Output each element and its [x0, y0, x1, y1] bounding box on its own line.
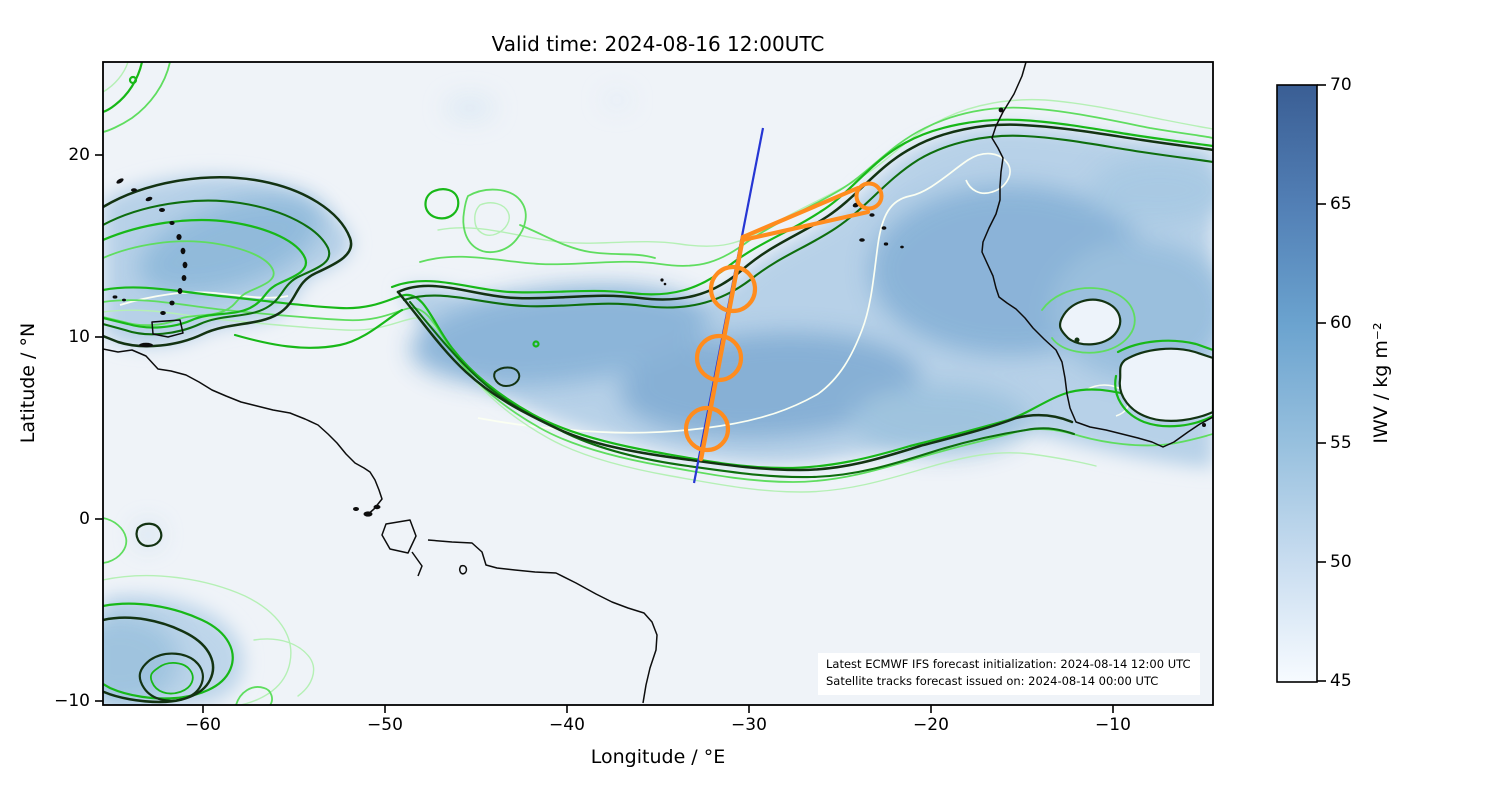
forecast-init-line: Latest ECMWF IFS forecast initialization… — [826, 657, 1191, 671]
orange-satellite-track — [683, 181, 884, 462]
dry-slot-contours — [1058, 298, 1213, 422]
africa-coastline — [981, 62, 1213, 448]
amazon-delta — [353, 504, 423, 577]
track-circle-marker — [708, 264, 758, 314]
y-tick-marks — [95, 154, 103, 702]
trinidad-coastline — [151, 319, 184, 338]
map-area — [103, 62, 1213, 705]
forecast-annotation-box: Latest ECMWF IFS forecast initialization… — [818, 653, 1200, 695]
iwv-field-cores — [103, 92, 1213, 705]
cape-verde-islands — [660, 202, 904, 286]
brazil-coastline — [427, 539, 658, 704]
track-circle-marker — [854, 181, 884, 211]
tracks-issued-line: Satellite tracks forecast issued on: 202… — [826, 674, 1159, 689]
x-tick-marks — [202, 705, 1114, 713]
south-america-coastline — [103, 348, 383, 517]
green-contours — [103, 62, 1213, 705]
axes-frame — [95, 61, 1214, 713]
track-circle-marker — [683, 405, 731, 453]
colorbar — [1276, 84, 1326, 683]
antilles-islands — [112, 178, 188, 348]
coastlines — [103, 62, 1213, 704]
colorbar-tick-marks — [1317, 84, 1326, 682]
track-circle-marker — [694, 333, 744, 383]
